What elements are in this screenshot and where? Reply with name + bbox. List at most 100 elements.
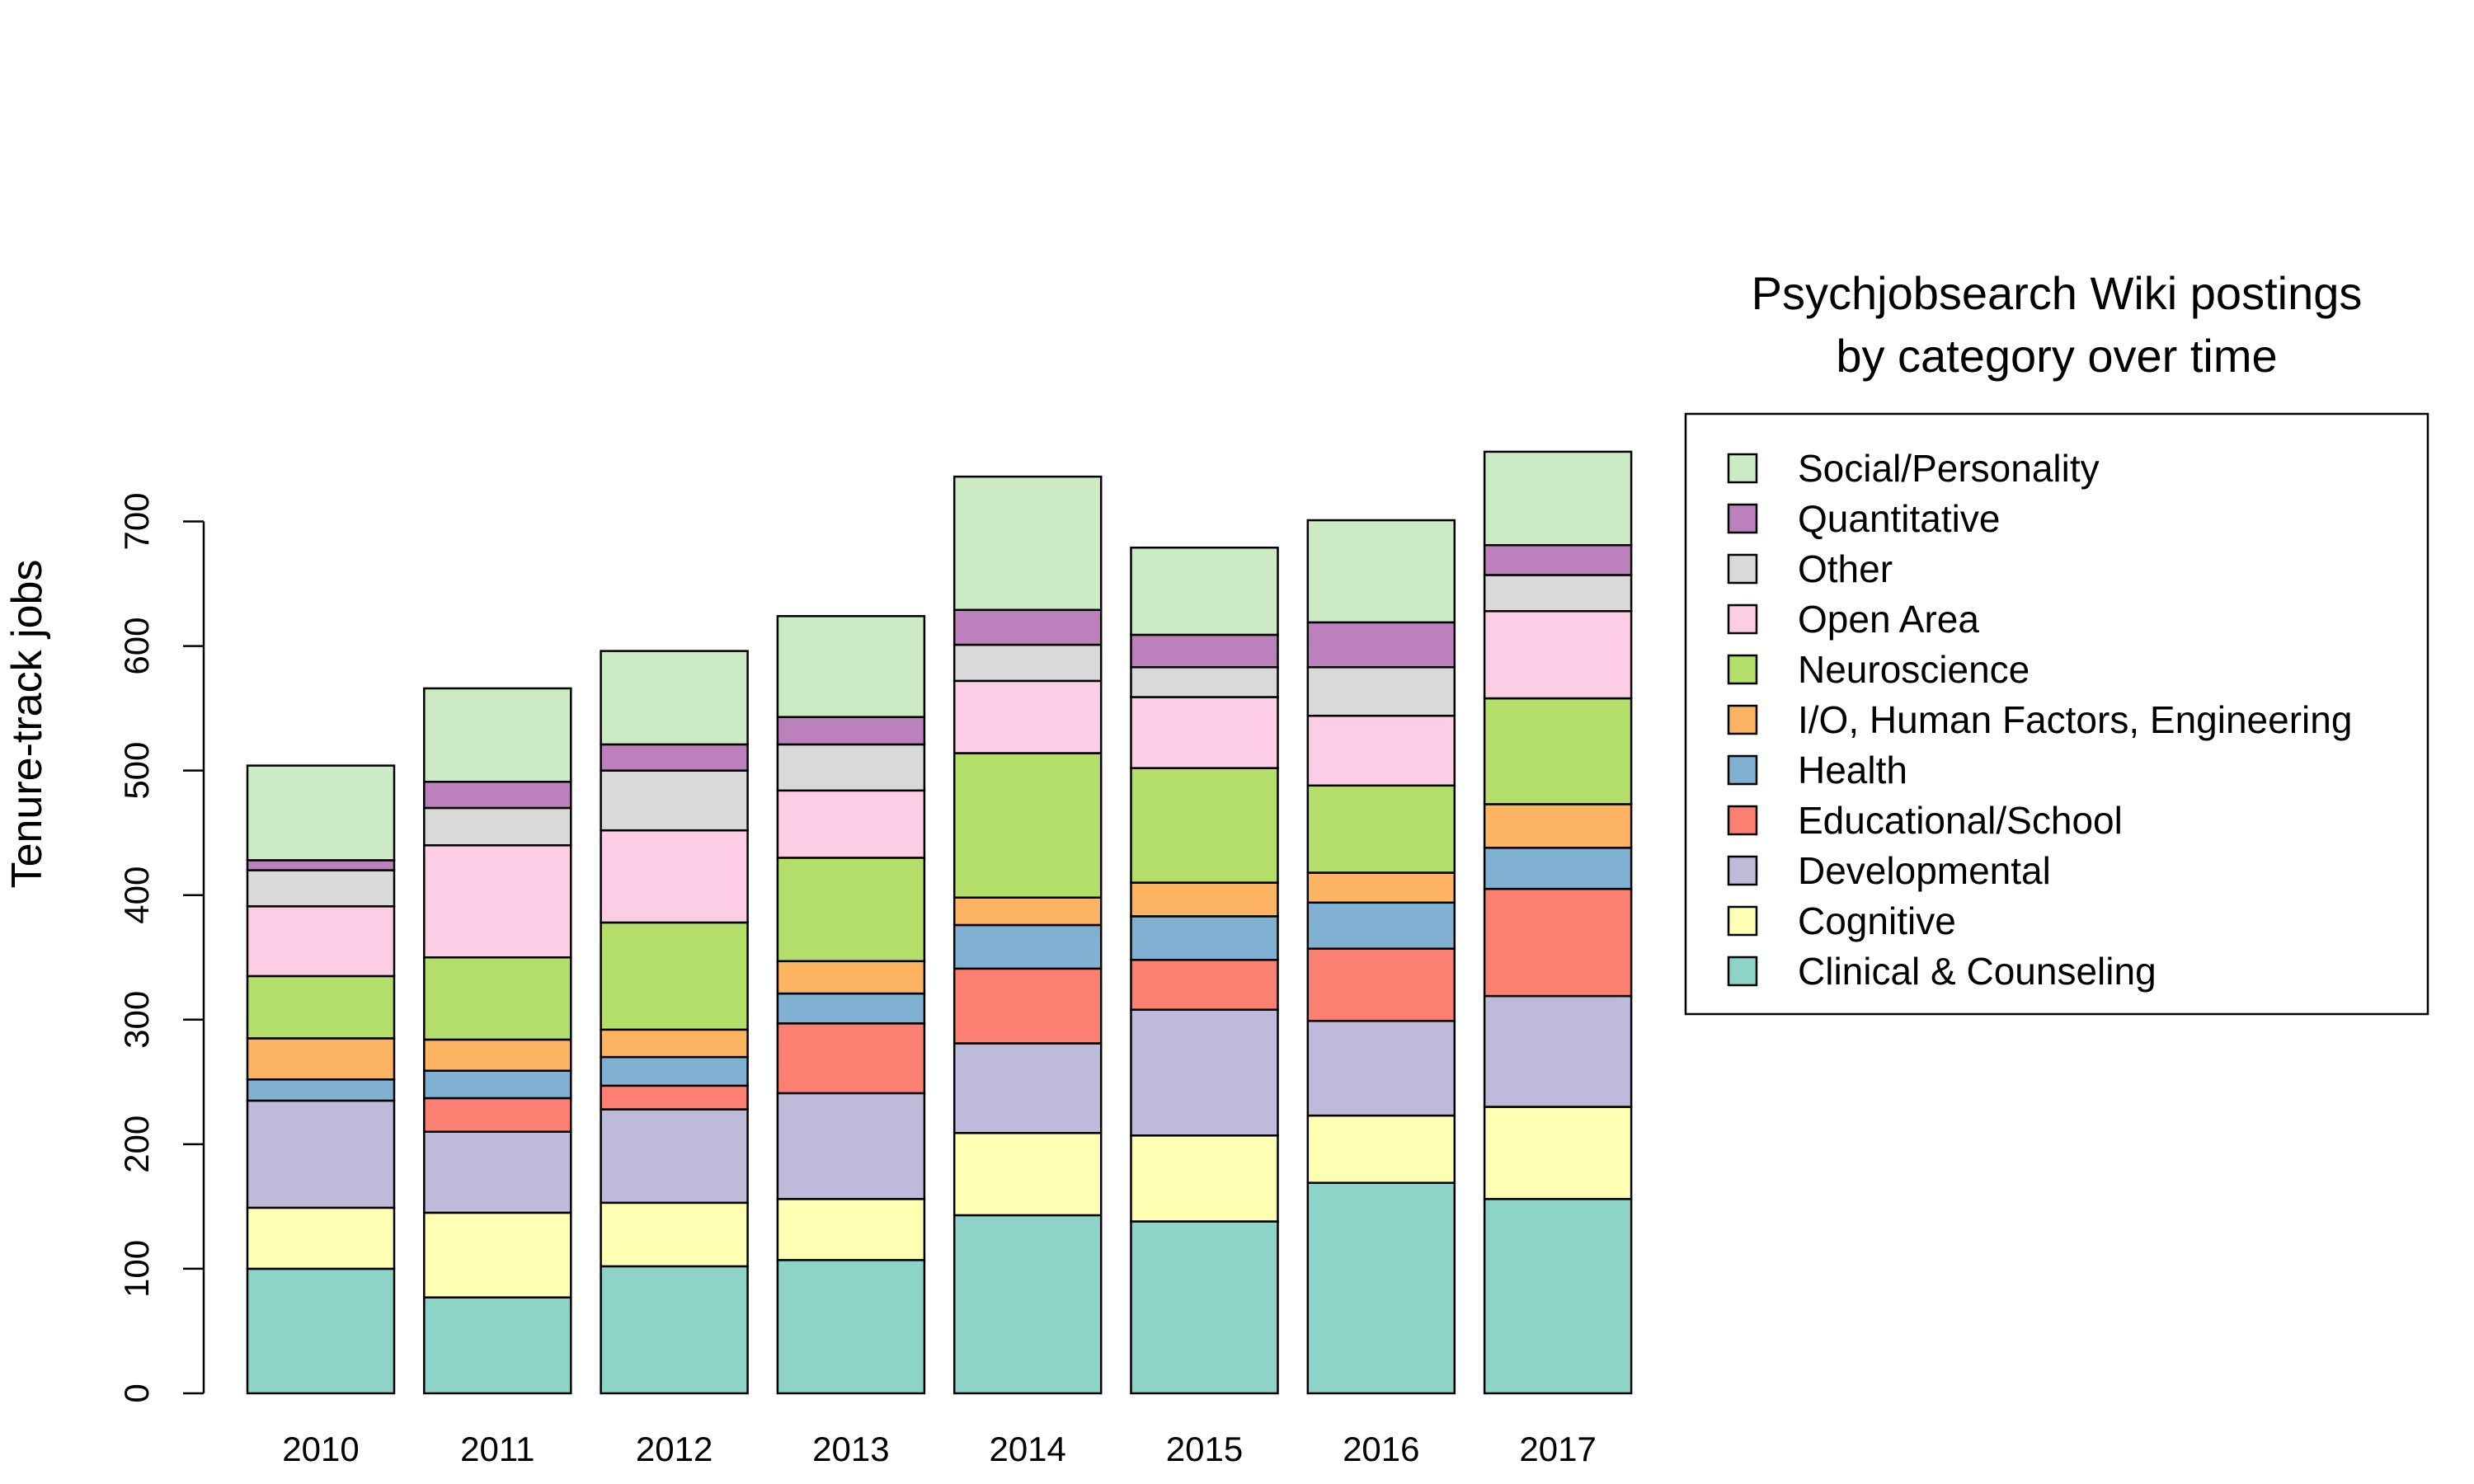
legend-label-cognitive: Cognitive xyxy=(1798,899,1956,942)
bar-segment-other xyxy=(1130,666,1279,698)
bar-segment-other xyxy=(1483,574,1633,613)
bar-segment-developmental xyxy=(776,1092,926,1200)
legend-label-open-area: Open Area xyxy=(1798,598,1979,641)
bar-segment-cognitive xyxy=(600,1201,749,1268)
bar-stack-2012 xyxy=(600,650,749,1395)
legend-swatch-educational-school xyxy=(1727,805,1758,836)
bar-segment-open-area xyxy=(1306,714,1456,787)
bar-segment-other xyxy=(1306,666,1456,717)
bar-segment-health xyxy=(423,1069,572,1100)
bar-segment-other xyxy=(423,806,572,847)
bar-segment-cognitive xyxy=(1306,1114,1456,1184)
bar-segment-open-area xyxy=(246,905,396,978)
y-tick-label: 100 xyxy=(117,1240,156,1298)
bar-segment-neuroscience xyxy=(776,857,926,963)
bar-segment-social-personality xyxy=(952,475,1103,612)
bar-segment-educational-school xyxy=(952,967,1103,1045)
bar-segment-neuroscience xyxy=(1130,767,1279,884)
legend-title-line-2: by category over time xyxy=(1836,330,2277,382)
bar-segment-other xyxy=(776,743,926,792)
legend: Psychjobsearch Wiki postings by category… xyxy=(1684,267,2429,1016)
bar-stack-2014 xyxy=(952,475,1103,1395)
legend-label-social-personality: Social/Personality xyxy=(1798,447,2100,490)
bar-segment-open-area xyxy=(600,829,749,924)
bar-segment-quantitative xyxy=(952,608,1103,646)
bar-segment-social-personality xyxy=(600,650,749,746)
bar-stack-2015 xyxy=(1130,546,1279,1395)
bar-segment-cognitive xyxy=(952,1132,1103,1217)
x-tick-label: 2017 xyxy=(1519,1430,1596,1468)
bar-segment-educational-school xyxy=(600,1084,749,1111)
legend-swatch-open-area xyxy=(1727,603,1758,635)
bar-segment-educational-school xyxy=(1130,959,1279,1011)
bar-stack-2017 xyxy=(1483,450,1633,1395)
bar-segment-developmental xyxy=(246,1099,396,1209)
x-tick-label: 2012 xyxy=(636,1430,713,1468)
y-axis-title: Tenure-track jobs xyxy=(3,560,51,889)
bar-segment-i-o-human-factors-engineering xyxy=(246,1037,396,1081)
bar-segment-developmental xyxy=(1306,1020,1456,1117)
bar-segment-health xyxy=(952,923,1103,970)
legend-box xyxy=(1684,412,2429,1016)
bar-segment-educational-school xyxy=(776,1022,926,1095)
x-tick-label: 2013 xyxy=(812,1430,889,1468)
bar-segment-social-personality xyxy=(1306,519,1456,624)
x-tick-label: 2011 xyxy=(460,1430,534,1468)
bar-segment-i-o-human-factors-engineering xyxy=(1130,881,1279,918)
bar-segment-open-area xyxy=(1483,610,1633,700)
bar-segment-quantitative xyxy=(1306,621,1456,669)
bar-segment-clinical-counseling xyxy=(600,1265,749,1395)
legend-swatch-i-o-human-factors-engineering xyxy=(1727,704,1758,735)
legend-label-i-o-human-factors-engineering: I/O, Human Factors, Engineering xyxy=(1798,698,2352,741)
bar-stack-2013 xyxy=(776,615,926,1395)
legend-swatch-developmental xyxy=(1727,855,1758,886)
bar-segment-other xyxy=(246,869,396,908)
bar-segment-other xyxy=(600,769,749,832)
y-tick-label: 600 xyxy=(117,618,156,675)
legend-label-developmental: Developmental xyxy=(1798,849,2051,892)
bar-segment-social-personality xyxy=(1483,450,1633,547)
legend-label-health: Health xyxy=(1798,749,1907,791)
bar-segment-i-o-human-factors-engineering xyxy=(776,960,926,995)
legend-swatch-clinical-counseling xyxy=(1727,956,1758,987)
bar-segment-social-personality xyxy=(423,687,572,783)
bar-segment-developmental xyxy=(952,1042,1103,1134)
bar-segment-quantitative xyxy=(246,859,396,871)
bar-segment-educational-school xyxy=(1306,947,1456,1022)
bar-segment-i-o-human-factors-engineering xyxy=(1483,803,1633,849)
bar-segment-clinical-counseling xyxy=(1130,1220,1279,1395)
bar-segment-developmental xyxy=(423,1130,572,1214)
bar-segment-neuroscience xyxy=(952,752,1103,899)
legend-label-quantitative: Quantitative xyxy=(1798,497,2000,540)
legend-title-line-1: Psychjobsearch Wiki postings xyxy=(1752,267,2363,319)
bar-segment-clinical-counseling xyxy=(1306,1181,1456,1395)
legend-label-other: Other xyxy=(1798,547,1893,590)
bar-segment-developmental xyxy=(600,1108,749,1205)
bar-segment-cognitive xyxy=(1483,1106,1633,1200)
bar-segment-neuroscience xyxy=(423,956,572,1041)
bar-segment-neuroscience xyxy=(1306,784,1456,874)
x-axis-labels: 2010 2011 2012 2013 2014 2015 2016 2017 xyxy=(282,1430,1597,1468)
bar-segment-developmental xyxy=(1483,994,1633,1108)
bar-segment-educational-school xyxy=(1483,887,1633,998)
bar-segment-clinical-counseling xyxy=(1483,1198,1633,1395)
bar-segment-open-area xyxy=(1130,696,1279,769)
bar-stack-2011 xyxy=(423,687,572,1395)
bar-segment-neuroscience xyxy=(1483,697,1633,805)
y-tick-label: 300 xyxy=(117,991,156,1049)
bar-segment-i-o-human-factors-engineering xyxy=(423,1038,572,1072)
y-tick-label: 400 xyxy=(117,866,156,924)
bar-segment-cognitive xyxy=(776,1198,926,1261)
y-tick-label: 500 xyxy=(117,742,156,800)
bar-segment-social-personality xyxy=(1130,546,1279,636)
y-tick-label: 0 xyxy=(117,1383,156,1402)
bars xyxy=(246,450,1633,1395)
bar-segment-clinical-counseling xyxy=(246,1267,396,1395)
bar-segment-open-area xyxy=(423,844,572,959)
bar-segment-quantitative xyxy=(776,716,926,746)
bar-segment-cognitive xyxy=(246,1206,396,1270)
bar-segment-health xyxy=(600,1055,749,1087)
bar-segment-health xyxy=(1306,901,1456,950)
bar-segment-health xyxy=(776,992,926,1025)
bar-segment-health xyxy=(246,1078,396,1102)
